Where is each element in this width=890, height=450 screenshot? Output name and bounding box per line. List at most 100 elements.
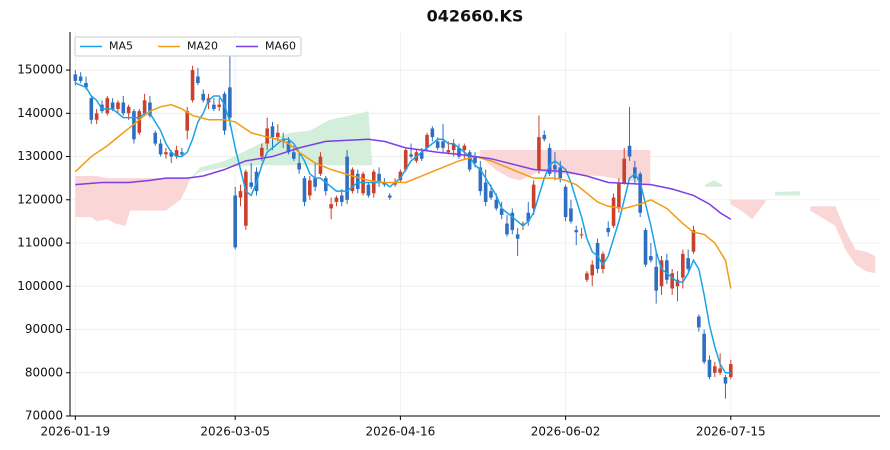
candle-body bbox=[425, 134, 429, 148]
candle-body bbox=[116, 102, 120, 109]
candle-body bbox=[457, 147, 461, 157]
candle-body bbox=[638, 173, 642, 213]
candle-body bbox=[633, 167, 637, 179]
candle-body bbox=[164, 152, 168, 155]
candle-body bbox=[718, 368, 722, 373]
y-tick-label: 110000 bbox=[17, 236, 63, 250]
candle-body bbox=[403, 150, 408, 170]
cloud-area bbox=[75, 176, 191, 226]
candle-body bbox=[681, 253, 685, 278]
candle-body bbox=[89, 98, 94, 120]
candle-body bbox=[105, 98, 110, 114]
candle-body bbox=[249, 182, 253, 187]
candle-body bbox=[350, 169, 355, 192]
candle-body bbox=[697, 316, 701, 328]
candle-body bbox=[286, 141, 291, 153]
candle-body bbox=[713, 366, 717, 373]
candle-body bbox=[132, 111, 136, 140]
candle-body bbox=[148, 102, 152, 116]
candle-body bbox=[169, 152, 174, 157]
cloud-area bbox=[730, 199, 766, 220]
chart-title: 042660.KS bbox=[427, 7, 524, 26]
candle-body bbox=[308, 180, 312, 196]
y-tick-label: 100000 bbox=[17, 279, 63, 293]
candle-body bbox=[723, 377, 728, 384]
candle-body bbox=[377, 173, 381, 183]
candle-body bbox=[649, 256, 653, 261]
candle-body bbox=[121, 102, 126, 114]
candle-body bbox=[244, 171, 248, 226]
candle-body bbox=[398, 171, 403, 181]
candle-body bbox=[510, 212, 515, 231]
legend-box bbox=[74, 36, 302, 57]
candle-body bbox=[174, 150, 179, 157]
candle-body bbox=[435, 141, 440, 148]
candle-body bbox=[494, 199, 499, 209]
candle-body bbox=[611, 197, 616, 226]
candle-body bbox=[265, 128, 269, 144]
candle-body bbox=[180, 152, 184, 155]
candle-body bbox=[430, 128, 435, 138]
y-tick-label: 140000 bbox=[17, 106, 63, 120]
candle-body bbox=[499, 208, 504, 215]
legend-label: MA20 bbox=[187, 40, 218, 53]
candle-body bbox=[345, 156, 349, 200]
candle-body bbox=[339, 195, 344, 202]
candle-body bbox=[78, 76, 83, 81]
candle-body bbox=[526, 212, 531, 222]
candle-body bbox=[201, 93, 206, 101]
candle-body bbox=[387, 195, 392, 198]
candle-body bbox=[329, 204, 333, 209]
candle-body bbox=[355, 173, 360, 189]
legend-label: MA60 bbox=[265, 40, 296, 53]
x-tick-label: 2026-03-05 bbox=[200, 425, 270, 439]
x-tick-label: 2026-07-15 bbox=[696, 425, 766, 439]
candle-body bbox=[185, 111, 190, 131]
ma-line bbox=[75, 82, 731, 374]
candle-body bbox=[366, 184, 371, 196]
candle-body bbox=[467, 152, 472, 170]
candle-body bbox=[281, 139, 285, 142]
candle-body bbox=[276, 132, 280, 138]
candle-body bbox=[142, 100, 147, 114]
cloud-area bbox=[190, 111, 373, 179]
candle-body bbox=[419, 152, 424, 159]
x-tick-label: 2026-04-16 bbox=[366, 425, 436, 439]
candle-body bbox=[302, 178, 307, 202]
candle-body bbox=[627, 145, 632, 157]
candle-body bbox=[126, 106, 131, 114]
candle-body bbox=[505, 223, 509, 235]
candle-body bbox=[212, 104, 216, 109]
candle-body bbox=[654, 266, 658, 291]
candle-body bbox=[515, 234, 520, 239]
y-tick-label: 90000 bbox=[25, 322, 63, 336]
candle-body bbox=[601, 253, 605, 269]
candle-body bbox=[531, 184, 536, 209]
candle-body bbox=[451, 143, 456, 151]
candle-body bbox=[728, 364, 733, 378]
candle-body bbox=[292, 152, 296, 159]
ma-line bbox=[75, 138, 732, 220]
candle-body bbox=[190, 70, 195, 101]
candle-body bbox=[483, 182, 488, 202]
candle-body bbox=[84, 83, 88, 88]
candle-body bbox=[558, 167, 563, 179]
candle-body bbox=[579, 234, 584, 236]
candle-body bbox=[617, 182, 621, 209]
candle-body bbox=[153, 132, 158, 144]
candle-body bbox=[158, 143, 163, 155]
candle-body bbox=[217, 104, 222, 107]
candle-body bbox=[73, 74, 78, 81]
candle-body bbox=[334, 197, 339, 202]
y-tick-label: 80000 bbox=[25, 365, 63, 379]
cloud-area bbox=[705, 180, 723, 187]
candle-body bbox=[323, 178, 328, 192]
cloud-area bbox=[775, 191, 801, 196]
candle-body bbox=[521, 223, 525, 226]
candle-body bbox=[553, 165, 557, 170]
candle-body bbox=[409, 154, 413, 157]
legend-label: MA5 bbox=[109, 40, 133, 53]
candle-body bbox=[233, 195, 237, 248]
